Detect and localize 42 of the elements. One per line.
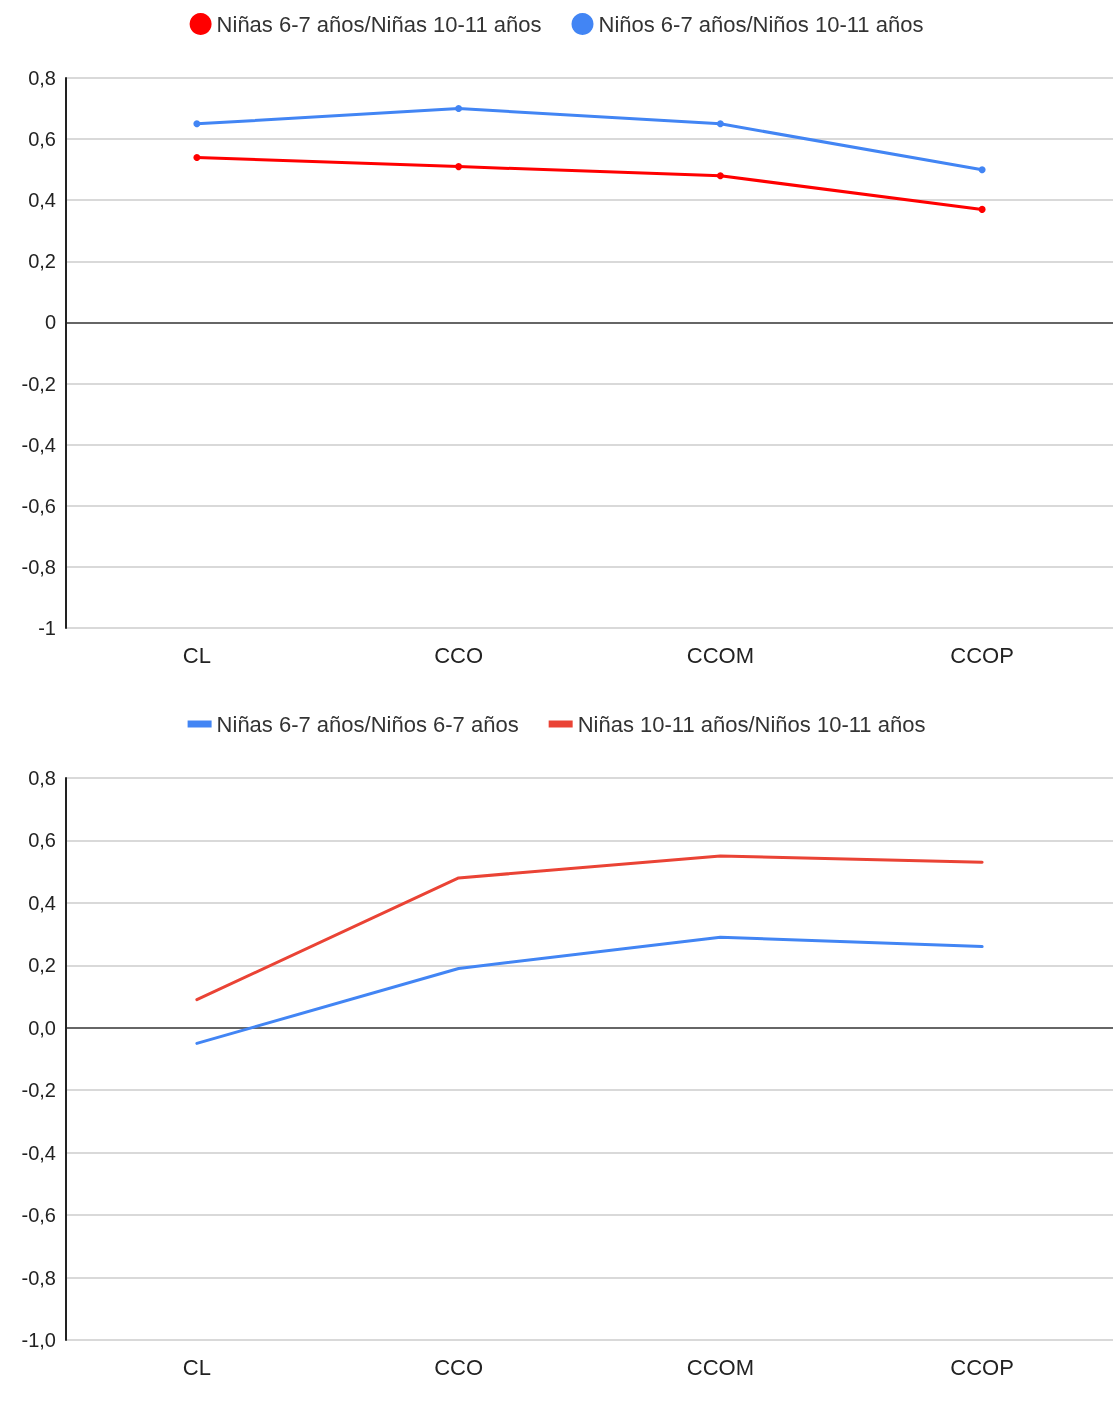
- legend-label: Niños 6-7 años/Niños 10-11 años: [598, 11, 924, 37]
- point: [193, 153, 201, 161]
- x-tick-label: CCOM: [686, 1354, 754, 1380]
- point: [455, 163, 463, 171]
- y-tick-label: 0,6: [28, 829, 56, 852]
- legend-label: Niñas 6-7 años/Niñas 10-11 años: [216, 11, 542, 37]
- line-series: [195, 854, 984, 1002]
- y-tick-label: -0,8: [21, 1266, 56, 1289]
- y-tick-label: -0,4: [21, 433, 56, 456]
- x-tick-label: CL: [182, 1354, 211, 1380]
- point: [455, 105, 463, 113]
- x-tick-label: CCOP: [950, 642, 1014, 668]
- y-tick-label: 0,6: [28, 128, 56, 151]
- point: [716, 172, 724, 180]
- line-series: [195, 935, 984, 1045]
- y-tick-label: 0,2: [28, 954, 56, 977]
- legend-label: Niñas 10-11 años/Niños 10-11 años: [577, 711, 926, 737]
- y-tick-label: 0,0: [28, 1016, 56, 1039]
- x-tick-label: CCO: [434, 1354, 484, 1380]
- y-tick-label: -0,2: [21, 1079, 56, 1102]
- point: [716, 120, 724, 128]
- y-tick-label: -0,8: [21, 555, 56, 578]
- y-tick-label: 0,4: [28, 189, 56, 212]
- x-tick-label: CL: [182, 642, 211, 668]
- point: [978, 166, 986, 174]
- x-tick-label: CCOM: [686, 642, 754, 668]
- point: [193, 120, 201, 128]
- y-tick-label: -0,4: [21, 1141, 56, 1164]
- y-tick-label: -0,2: [21, 372, 56, 395]
- point: [978, 205, 986, 213]
- x-tick-label: CCO: [434, 642, 484, 668]
- y-tick-label: 0,4: [28, 891, 56, 914]
- y-tick-label: 0,8: [28, 767, 56, 789]
- y-tick-label: -0,6: [21, 494, 56, 517]
- legend-label: Niñas 6-7 años/Niños 6-7 años: [216, 711, 519, 737]
- x-tick-label: CCOP: [950, 1354, 1014, 1380]
- y-tick-label: 0,2: [28, 250, 56, 273]
- y-tick-label: -1,0: [21, 1329, 56, 1351]
- y-tick-label: -0,6: [21, 1204, 56, 1227]
- y-tick-label: 0: [44, 311, 56, 334]
- y-tick-label: 0,8: [28, 67, 56, 89]
- y-tick-label: -1: [38, 617, 56, 639]
